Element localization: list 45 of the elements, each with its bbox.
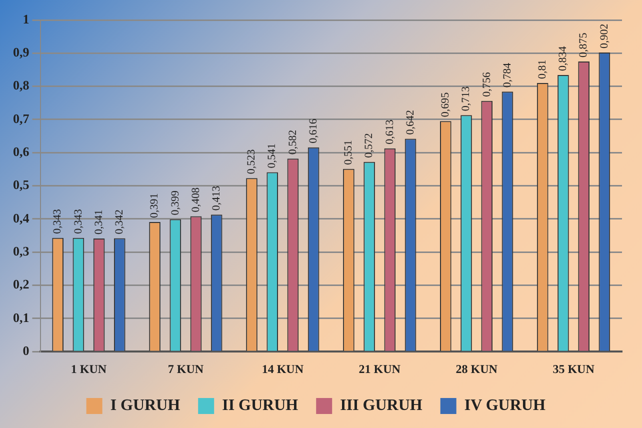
- legend-label: IV GURUH: [464, 397, 546, 414]
- y-tick-label: 0,4: [13, 210, 30, 226]
- data-label: 0,642: [404, 110, 416, 135]
- data-label: 0,523: [246, 148, 258, 174]
- data-label: 0,756: [480, 72, 493, 97]
- legend-label: II GURUH: [222, 397, 299, 414]
- x-tick-label: 1 KUN: [70, 362, 107, 376]
- y-tick-label: 0,9: [13, 44, 30, 60]
- data-label: 0,572: [363, 133, 376, 158]
- y-tick-label: 0,8: [13, 78, 30, 93]
- data-label: 0,695: [440, 92, 452, 118]
- data-label: 0,343: [52, 208, 64, 234]
- data-label: 0,616: [307, 118, 320, 144]
- data-label: 0,902: [598, 24, 610, 48]
- x-tick-label: 21 KUN: [358, 362, 401, 376]
- y-tick-label: 0,6: [13, 144, 30, 159]
- data-label: 0,408: [190, 187, 202, 212]
- y-tick-label: 1: [22, 11, 30, 26]
- data-label: 0,613: [384, 119, 396, 144]
- y-tick-label: 0: [22, 342, 30, 358]
- data-label: 0,343: [72, 208, 84, 234]
- data-label: 0,541: [266, 143, 278, 168]
- data-label: 0,413: [210, 185, 222, 211]
- y-tick-label: 0,2: [13, 276, 30, 292]
- data-label: 0,391: [148, 193, 161, 218]
- data-label: 0,399: [169, 190, 182, 216]
- data-label: 0,342: [114, 209, 126, 234]
- x-tick-label: 28 KUN: [456, 362, 498, 376]
- data-label: 0,875: [578, 32, 590, 58]
- data-label: 0,784: [501, 62, 514, 88]
- data-label: 0,551: [342, 140, 355, 165]
- legend-label: III GURUH: [340, 397, 423, 414]
- x-tick-label: 35 KUN: [552, 362, 595, 376]
- data-label: 0,341: [92, 210, 105, 235]
- data-label: 0,582: [286, 130, 299, 155]
- data-label: 0,81: [536, 60, 549, 80]
- x-tick-label: 7 KUN: [168, 362, 204, 376]
- y-tick-label: 0,3: [13, 243, 30, 258]
- y-tick-label: 0,7: [13, 110, 30, 126]
- data-label: 0,834: [557, 46, 570, 72]
- legend-label: I GURUH: [110, 397, 181, 414]
- x-tick-label: 14 KUN: [262, 362, 304, 376]
- y-tick-label: 0,1: [13, 310, 30, 325]
- y-tick-label: 0,5: [13, 177, 30, 192]
- data-label: 0,713: [460, 86, 472, 112]
